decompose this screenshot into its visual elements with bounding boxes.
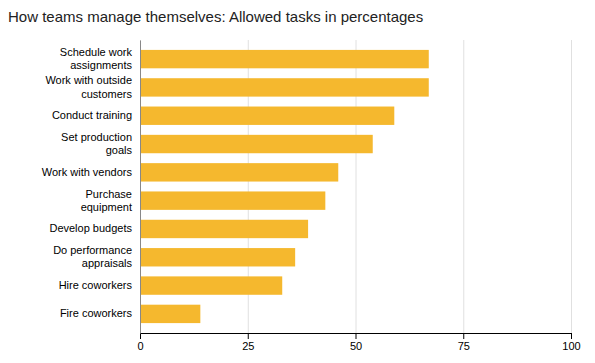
grid-line [571, 40, 572, 333]
bar [140, 305, 200, 323]
y-tick-label-line: equipment [81, 201, 132, 213]
bar [140, 220, 308, 238]
y-tick-label: Fire coworkers [60, 307, 133, 319]
y-tick-label-line: appraisals [82, 257, 133, 269]
x-tick-mark [571, 333, 572, 339]
bar [140, 248, 295, 266]
x-axis: 0 25 50 75 100 [137, 333, 580, 352]
bar [140, 50, 429, 68]
bar [140, 135, 373, 153]
x-tick: 25 [242, 333, 254, 352]
bar [140, 276, 282, 294]
x-axis-line [141, 334, 572, 340]
y-tick-label-line: Do performance [53, 244, 132, 256]
x-tick-label: 75 [458, 340, 470, 352]
y-tick-label-line: goals [106, 144, 133, 156]
y-tick: Develop budgets [49, 222, 132, 234]
y-tick: Do performanceappraisals [53, 244, 132, 269]
bar [140, 107, 394, 125]
grid [141, 40, 572, 333]
y-tick-label-line: Fire coworkers [60, 307, 133, 319]
bar [140, 191, 325, 209]
x-tick-label: 0 [137, 340, 143, 352]
y-tick: Conduct training [52, 109, 132, 121]
plot: 0 25 50 75 100 Fire coworkers Hire coworkers Do… [42, 40, 581, 352]
y-tick-label-line: Work with vendors [42, 166, 133, 178]
grid-line [463, 40, 464, 333]
y-axis: Fire coworkers Hire coworkers Do performan… [42, 41, 141, 334]
x-tick-mark [140, 333, 141, 339]
y-tick: Fire coworkers [60, 307, 133, 319]
x-tick-mark [248, 333, 249, 339]
y-tick-label: Conduct training [52, 109, 132, 121]
y-tick-label-line: Work with outside [45, 74, 132, 86]
x-tick: 0 [137, 333, 143, 352]
y-tick-label: Hire coworkers [59, 279, 133, 291]
x-tick: 100 [562, 333, 580, 352]
grid-tick [463, 40, 464, 333]
bars [140, 50, 429, 323]
y-tick-label-line: assignments [70, 59, 132, 71]
y-tick: Set productiongoals [61, 131, 132, 156]
x-tick: 75 [458, 333, 470, 352]
y-tick-label: Do performanceappraisals [53, 244, 132, 269]
grid-tick [140, 40, 141, 333]
grid-line [140, 40, 141, 333]
x-tick-mark [463, 333, 464, 339]
y-tick: Hire coworkers [59, 279, 133, 291]
y-tick-label: Purchaseequipment [81, 188, 132, 213]
y-tick-label: Work with outside customers [45, 74, 132, 99]
x-tick-label: 100 [562, 340, 580, 352]
y-tick-label-line: Set production [61, 131, 132, 143]
y-tick-label: Schedule workassignments [60, 46, 133, 71]
y-tick: Schedule workassignments [60, 46, 133, 71]
grid-tick [571, 40, 572, 333]
x-tick: 50 [350, 333, 362, 352]
bar [140, 78, 429, 96]
y-tick-label-line: customers [81, 88, 132, 100]
y-tick-label-line: Purchase [86, 188, 132, 200]
x-tick-label: 50 [350, 340, 362, 352]
bar [140, 163, 338, 181]
y-tick-label: Develop budgets [49, 222, 132, 234]
y-tick-label: Work with vendors [42, 166, 133, 178]
y-axis-line [140, 41, 141, 334]
y-tick-label-line: Hire coworkers [59, 279, 133, 291]
chart: How teams manage themselves: Allowed tas… [0, 0, 595, 363]
y-tick: Work with outside customers [45, 74, 132, 99]
title: How teams manage themselves: Allowed tas… [8, 8, 423, 25]
y-tick: Work with vendors [42, 166, 133, 178]
y-tick-label-line: Conduct training [52, 109, 132, 121]
y-tick: Purchaseequipment [81, 188, 132, 213]
x-tick-mark [356, 333, 357, 339]
y-tick-label: Set productiongoals [61, 131, 132, 156]
x-tick-label: 25 [242, 340, 254, 352]
y-tick-label-line: Develop budgets [49, 222, 132, 234]
y-tick-label-line: Schedule work [60, 46, 133, 58]
